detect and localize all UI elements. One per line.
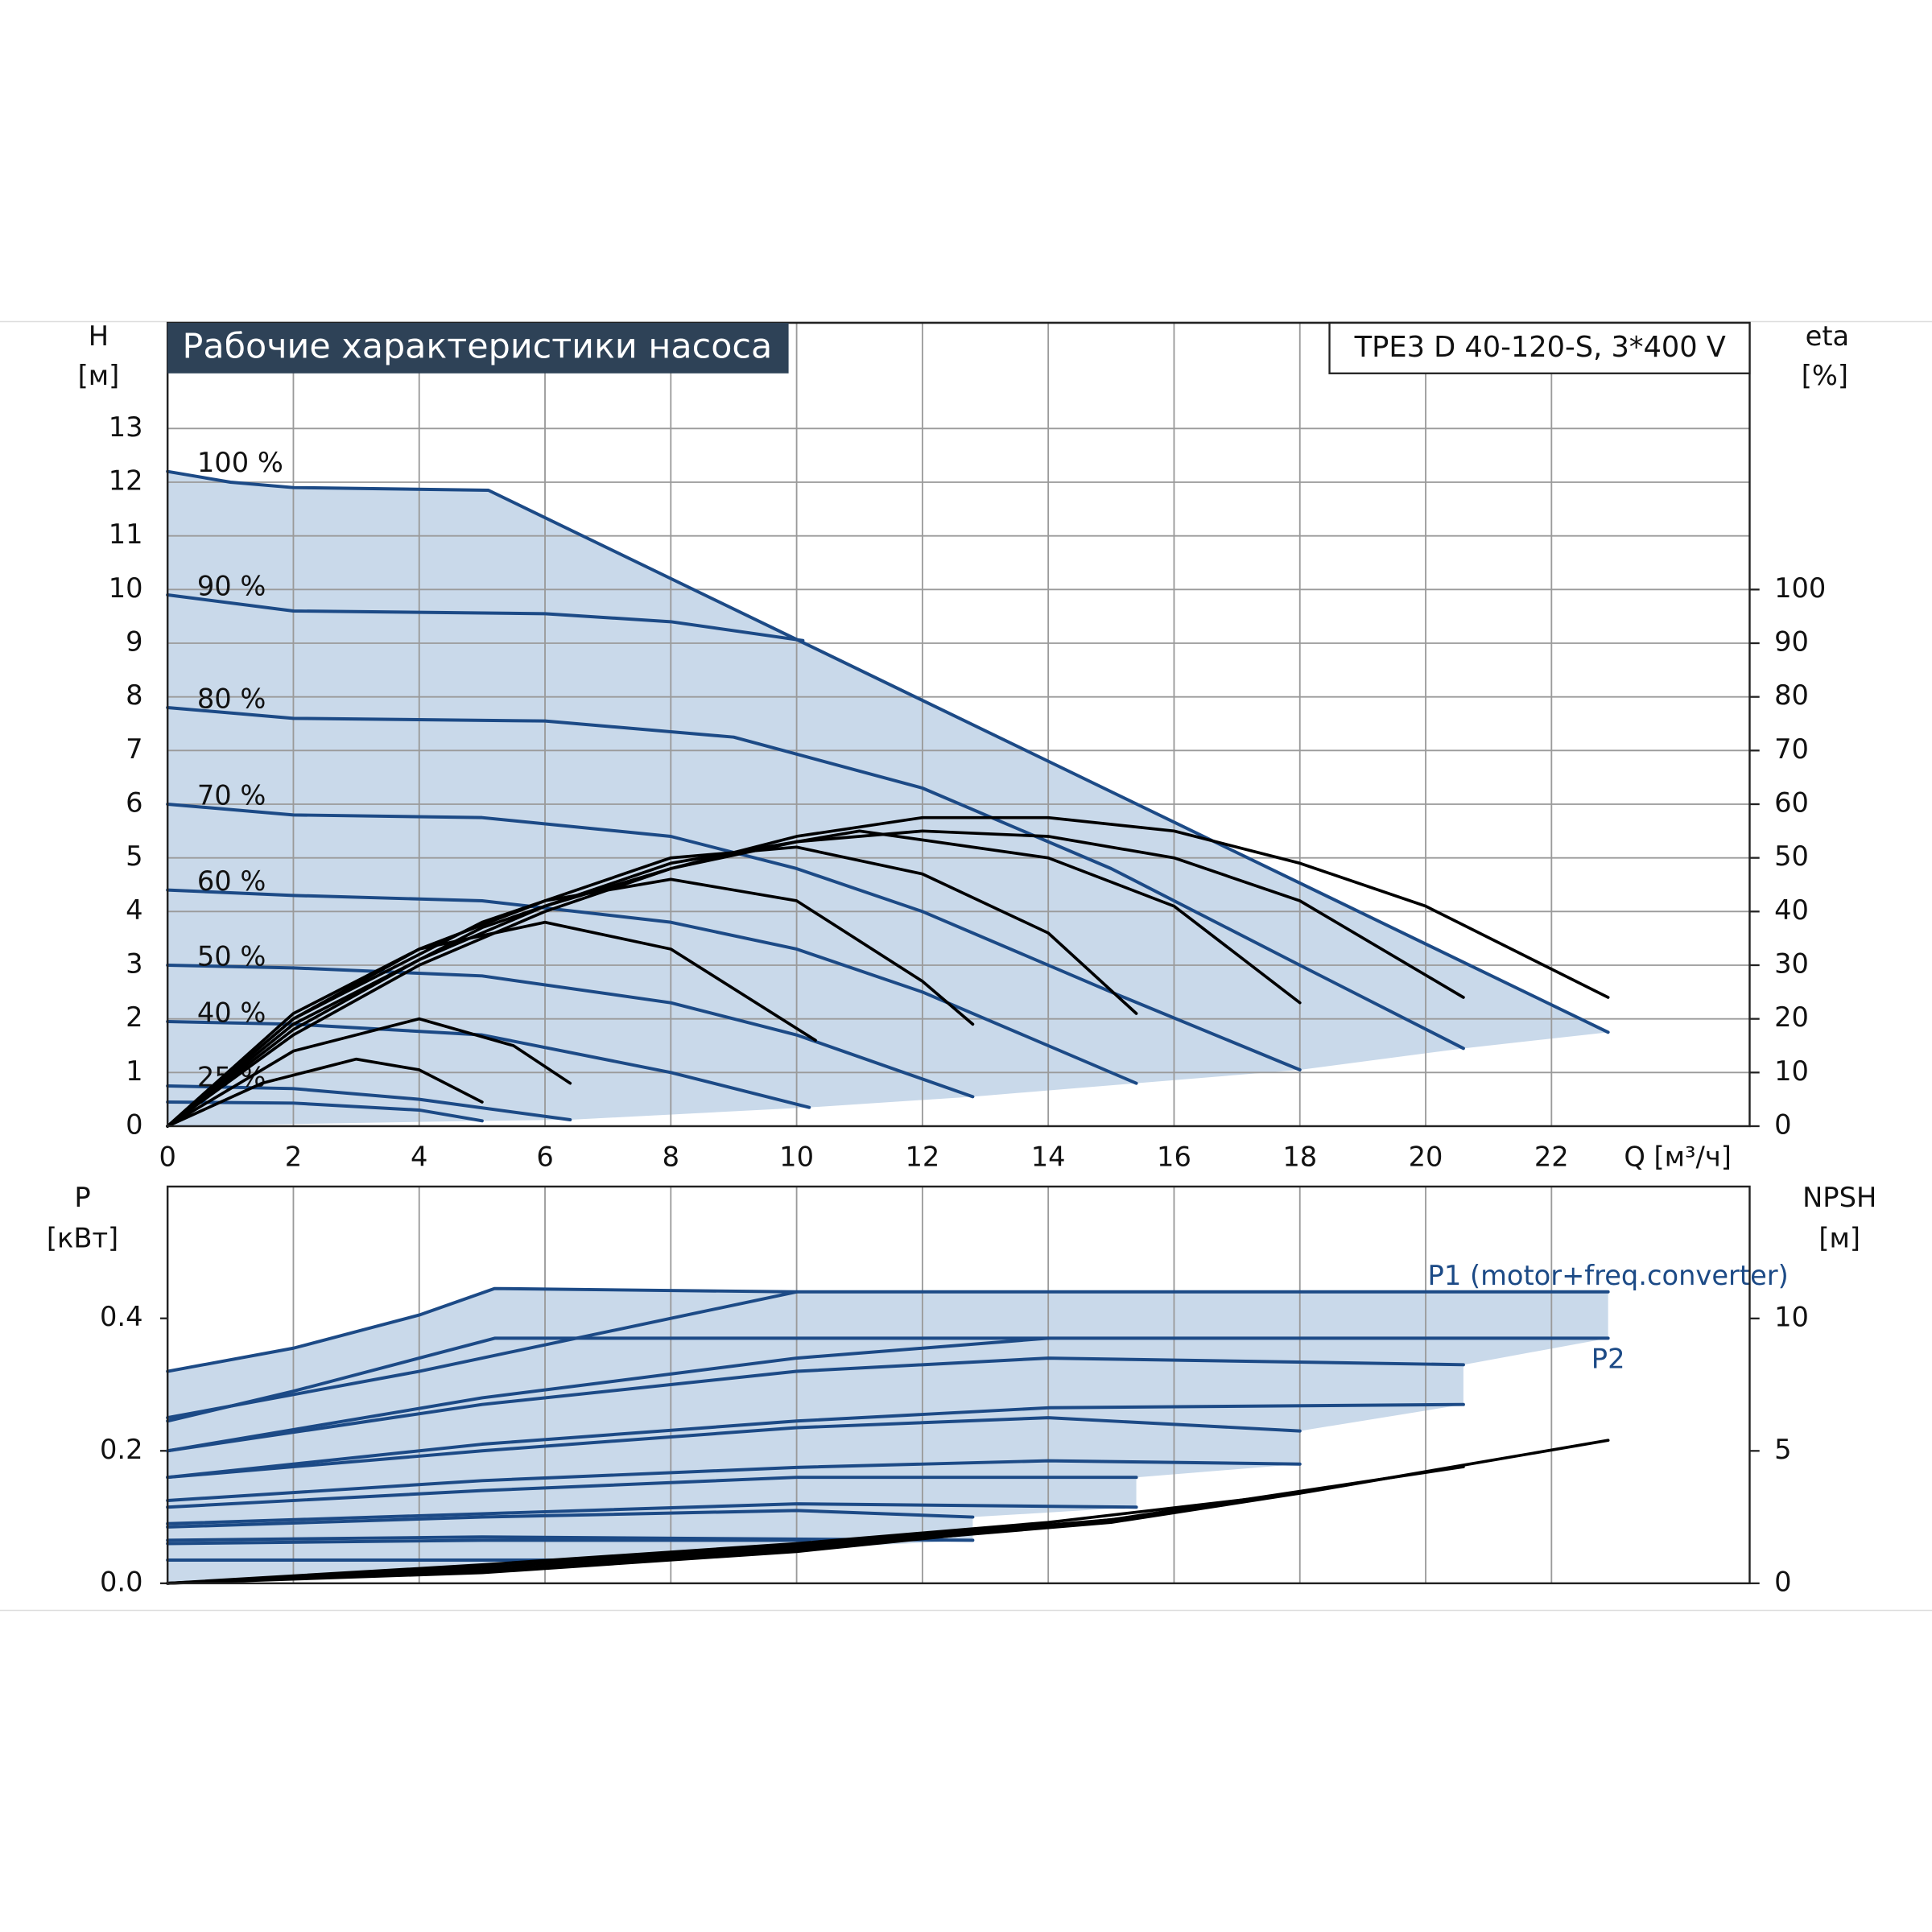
y-tick-label: 0.4: [100, 1301, 143, 1332]
y2-axis-label: eta: [1806, 320, 1850, 352]
curve: [166, 1100, 484, 1123]
y2-tick-label: 60: [1774, 786, 1809, 818]
secondary-curve: [166, 1465, 1465, 1585]
curve: [166, 1290, 799, 1420]
y2-axis-label: NPSH: [1802, 1182, 1876, 1213]
y-tick-label: 6: [126, 786, 142, 818]
x-tick-label: 18: [1282, 1141, 1317, 1172]
curve: [166, 964, 975, 1099]
secondary-curve: [166, 829, 1302, 1128]
plot-frame: [166, 321, 1751, 1128]
secondary-curve: [166, 815, 1610, 1128]
x-tick-label: 8: [663, 1141, 679, 1172]
curve: [166, 1356, 1465, 1453]
y2-tick-label: 90: [1774, 626, 1809, 658]
x-tick-label: 22: [1534, 1141, 1569, 1172]
curve-label: 70 %: [197, 779, 266, 811]
x-tick-label: 6: [536, 1141, 553, 1172]
curve: [166, 1019, 811, 1109]
x-axis-label: Q [м³/ч]: [1624, 1141, 1732, 1172]
x-tick-label: 4: [411, 1141, 427, 1172]
y-tick-label: 12: [109, 465, 143, 497]
secondary-curve: [166, 1492, 1302, 1585]
y2-tick-label: 0: [1774, 1108, 1791, 1140]
y-tick-label: 2: [126, 1001, 142, 1033]
y-tick-label: 5: [126, 840, 142, 872]
curve: [166, 1416, 1302, 1480]
y2-tick-label: 5: [1774, 1434, 1791, 1465]
secondary-curve: [166, 1017, 572, 1128]
secondary-curve: [166, 877, 975, 1128]
y2-tick-label: 40: [1774, 894, 1809, 926]
curve: [166, 1502, 1138, 1525]
plots: 0 2 4 6 8 10 12 14 16 18 20 22012345678910111213010…: [100, 321, 1826, 1597]
y-tick-label: 7: [126, 733, 142, 765]
y-axis-label: H: [89, 320, 109, 352]
curve-label: P1 (motor+freq.converter): [1428, 1260, 1789, 1291]
curve-label: 100 %: [197, 447, 283, 478]
curve-label: 80 %: [197, 683, 266, 714]
x-tick-label: 16: [1157, 1141, 1191, 1172]
y-axis-unit: [кВт]: [47, 1222, 118, 1253]
y2-tick-label: 80: [1774, 679, 1809, 711]
y2-tick-label: 0: [1774, 1566, 1791, 1597]
y2-tick-label: 30: [1774, 947, 1809, 979]
x-tick-label: 12: [905, 1141, 939, 1172]
curve: [166, 706, 1465, 1051]
title-box: [167, 323, 789, 374]
y-tick-label: 0.0: [100, 1566, 143, 1597]
curve-label: 60 %: [197, 865, 266, 897]
curve: [166, 1286, 1610, 1373]
y-tick-label: 0: [126, 1108, 142, 1140]
y2-tick-label: 50: [1774, 840, 1809, 872]
x-tick-label: 0: [159, 1141, 175, 1172]
y2-tick-label: 10: [1774, 1055, 1809, 1087]
chart-title: Рабочие характеристики насоса: [183, 327, 773, 367]
y2-tick-label: 10: [1774, 1301, 1809, 1332]
y-tick-label: 8: [126, 679, 142, 711]
curve: [166, 1336, 1051, 1453]
curve: [166, 1459, 1302, 1502]
model-box: [1328, 321, 1751, 374]
curve: [166, 888, 1138, 1085]
y-tick-label: 3: [126, 947, 142, 979]
x-tick-label: 20: [1409, 1141, 1443, 1172]
y-tick-label: 9: [126, 626, 142, 658]
curve-label: P2: [1591, 1343, 1625, 1374]
x-tick-label: 10: [779, 1141, 814, 1172]
y-tick-label: 1: [126, 1055, 142, 1087]
secondary-curve: [166, 1515, 1138, 1585]
y2-tick-label: 70: [1774, 733, 1809, 765]
curve-label: 50 %: [197, 940, 266, 972]
model-label: TPE3 D 40-120-S, 3*400 V: [1354, 331, 1726, 364]
curve: [166, 1402, 1465, 1480]
curve-label: 90 %: [197, 570, 266, 601]
curve: [166, 1476, 1138, 1509]
secondary-curve: [166, 1057, 484, 1128]
y-tick-label: 4: [126, 894, 142, 926]
curve: [166, 1509, 975, 1529]
curve: [166, 1538, 811, 1546]
y-tick-label: 10: [109, 572, 143, 604]
x-tick-label: 14: [1031, 1141, 1066, 1172]
y2-tick-label: 20: [1774, 1001, 1809, 1033]
curve-label: 40 %: [197, 997, 266, 1028]
y-tick-label: 11: [109, 518, 143, 550]
curve: [166, 469, 1610, 1034]
secondary-curve: [166, 920, 817, 1128]
y-tick-label: 0.2: [100, 1434, 143, 1465]
curve: [166, 593, 805, 642]
y-axis-label: P: [74, 1182, 90, 1213]
x-tick-label: 2: [285, 1141, 302, 1172]
y-tick-label: 13: [109, 411, 143, 443]
y-axis-unit: [м]: [78, 360, 120, 391]
plot-frame: [166, 1185, 1751, 1585]
y2-axis-unit: [%]: [1802, 360, 1848, 391]
y2-tick-label: 100: [1774, 572, 1826, 604]
y2-axis-unit: [м]: [1818, 1222, 1860, 1253]
